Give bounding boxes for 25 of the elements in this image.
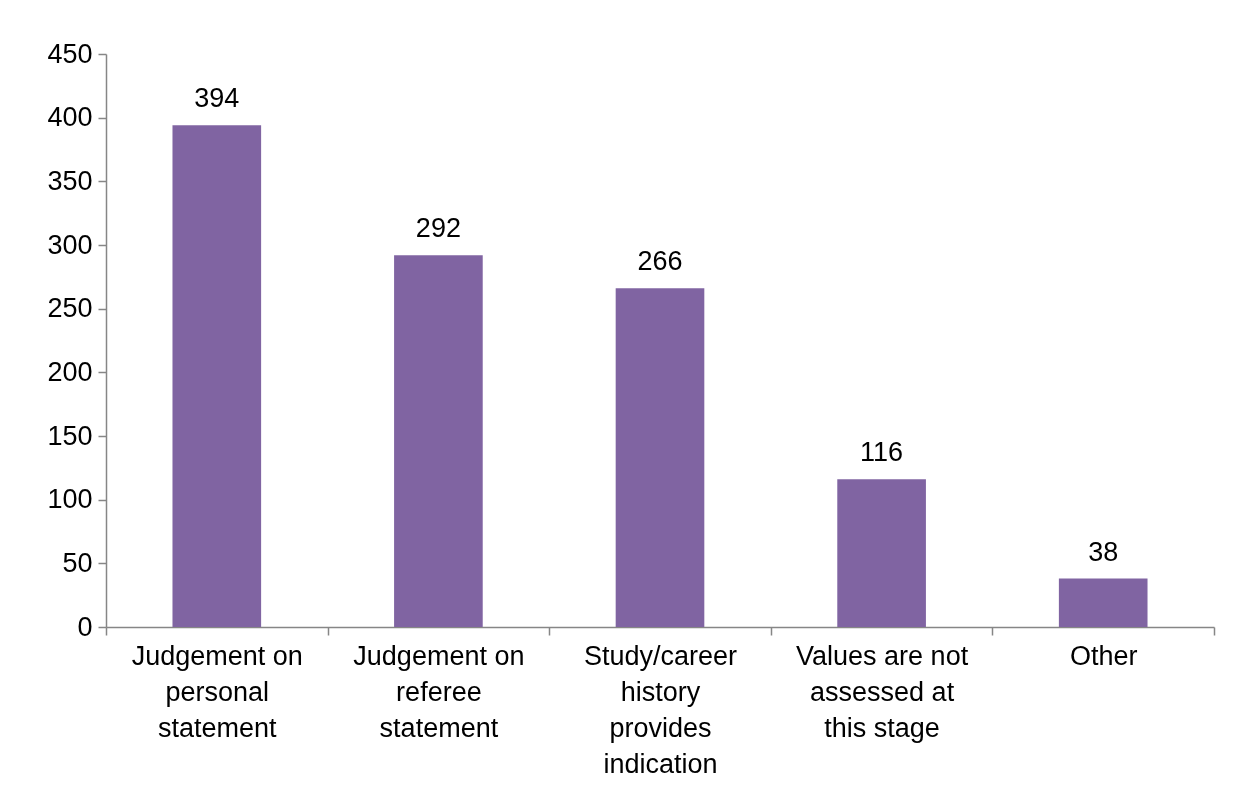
y-tick-label: 450	[47, 38, 93, 69]
y-tick-label: 0	[77, 611, 93, 642]
y-tick-label: 150	[47, 420, 93, 451]
x-tick-label: Values are not assessed at this stage	[796, 640, 969, 743]
data-label: 116	[860, 437, 904, 468]
data-label: 394	[194, 83, 240, 114]
x-tick-label: Study/career history provides indication	[583, 640, 738, 779]
x-tick-label: Judgement on personal statement	[131, 640, 303, 743]
data-label: 38	[1088, 536, 1119, 567]
y-tick-label: 100	[47, 484, 93, 515]
y-tick-label: 50	[62, 547, 93, 578]
x-tick-label: Other	[1069, 640, 1138, 671]
bar	[837, 479, 926, 627]
y-tick-label: 300	[47, 229, 93, 260]
data-label: 292	[415, 213, 461, 244]
bar	[615, 288, 705, 627]
data-label: 266	[637, 246, 683, 277]
y-tick-label: 400	[47, 102, 93, 133]
y-tick-label: 250	[47, 293, 93, 324]
x-tick-label: Judgement on referee statement	[353, 640, 525, 743]
y-tick-label: 350	[47, 165, 93, 196]
bar	[172, 125, 262, 627]
y-tick-label: 200	[47, 356, 93, 387]
bar	[394, 255, 483, 627]
bar	[1058, 578, 1148, 627]
